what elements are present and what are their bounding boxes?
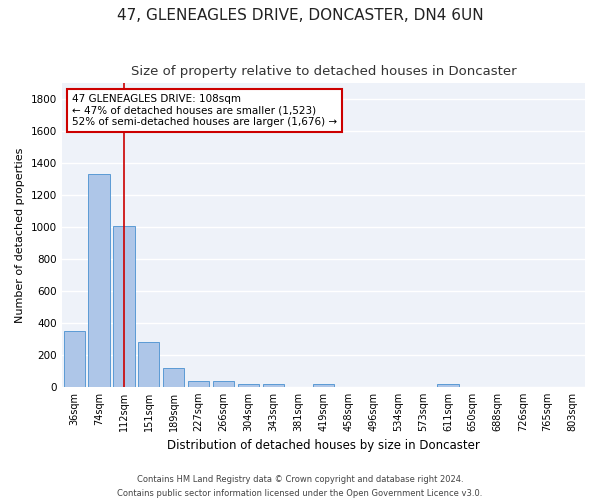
Text: Contains HM Land Registry data © Crown copyright and database right 2024.
Contai: Contains HM Land Registry data © Crown c… (118, 476, 482, 498)
Bar (213, 381, 234, 387)
Bar (88, 174, 110, 387)
Bar (138, 342, 160, 387)
Title: Size of property relative to detached houses in Doncaster: Size of property relative to detached ho… (131, 65, 516, 78)
Bar (64, 331, 85, 387)
Bar (188, 381, 209, 387)
Bar (113, 226, 134, 387)
Text: 47 GLENEAGLES DRIVE: 108sqm
← 47% of detached houses are smaller (1,523)
52% of : 47 GLENEAGLES DRIVE: 108sqm ← 47% of det… (72, 94, 337, 127)
Y-axis label: Number of detached properties: Number of detached properties (15, 148, 25, 323)
Bar (163, 368, 184, 387)
Text: 47, GLENEAGLES DRIVE, DONCASTER, DN4 6UN: 47, GLENEAGLES DRIVE, DONCASTER, DN4 6UN (116, 8, 484, 22)
Bar (238, 384, 259, 387)
Bar (437, 384, 458, 387)
X-axis label: Distribution of detached houses by size in Doncaster: Distribution of detached houses by size … (167, 440, 480, 452)
Bar (263, 384, 284, 387)
Bar (313, 384, 334, 387)
